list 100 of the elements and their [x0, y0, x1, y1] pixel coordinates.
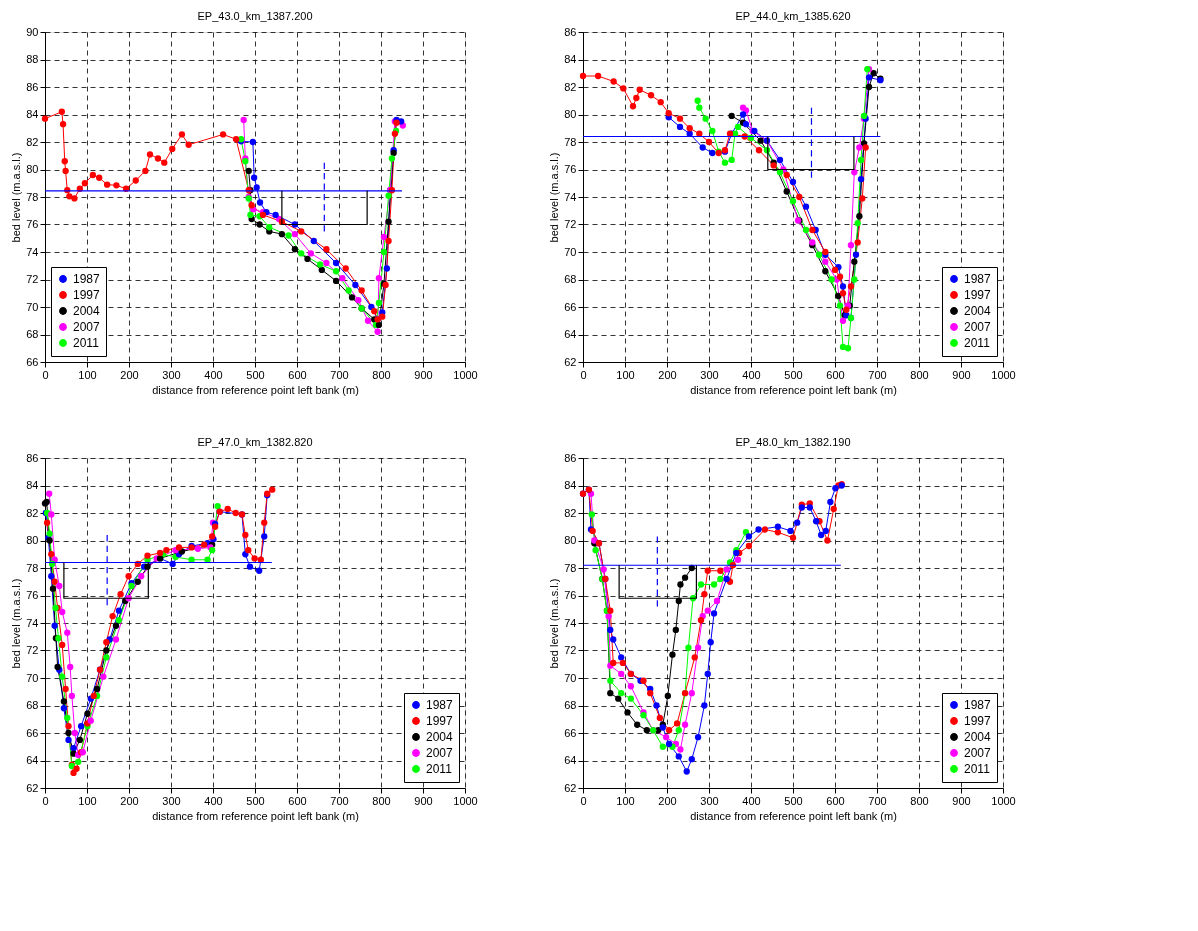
x-tick-label: 800 [910, 368, 929, 381]
x-tick-label: 700 [330, 794, 349, 807]
y-tick-label: 84 [564, 53, 577, 65]
chart-title: EP_48.0_km_1382.190 [735, 436, 851, 448]
legend-label: 2004 [964, 730, 992, 744]
x-tick-label: 200 [120, 794, 139, 807]
legend-label: 2011 [426, 762, 453, 776]
x-tick-label: 900 [952, 368, 971, 381]
y-tick-label: 84 [564, 479, 577, 491]
x-tick-label: 400 [742, 368, 761, 381]
x-axis-title: distance from reference point left bank (m) [152, 809, 359, 822]
x-tick-label: 0 [42, 794, 49, 807]
y-tick-label: 74 [26, 616, 39, 629]
x-tick-label: 200 [658, 794, 677, 807]
y-tick-label: 78 [564, 561, 577, 574]
x-tick-label: 200 [120, 368, 139, 381]
y-tick-label: 76 [26, 589, 39, 601]
y-tick-label: 80 [564, 108, 577, 120]
y-tick-label: 62 [564, 781, 577, 794]
x-tick-label: 200 [658, 368, 677, 381]
y-tick-label: 66 [26, 726, 39, 739]
x-tick-label: 700 [330, 368, 349, 381]
x-tick-label: 1000 [453, 368, 478, 381]
y-tick-label: 68 [564, 699, 577, 711]
y-tick-label: 74 [26, 245, 39, 258]
y-tick-label: 84 [26, 479, 39, 491]
y-axis-title: bed level (m.a.s.l.) [548, 152, 561, 243]
chart-title: EP_43.0_km_1387.200 [197, 10, 313, 22]
x-tick-label: 0 [580, 368, 587, 381]
y-tick-label: 80 [564, 534, 577, 546]
y-tick-label: 80 [26, 163, 39, 175]
x-tick-label: 500 [246, 794, 265, 807]
y-axis-title: bed level (m.a.s.l.) [548, 578, 561, 669]
x-tick-label: 100 [616, 368, 635, 381]
x-tick-label: 700 [868, 794, 887, 807]
y-tick-label: 78 [26, 561, 39, 574]
x-axis-title: distance from reference point left bank (m) [152, 383, 359, 396]
legend-label: 2007 [426, 746, 454, 760]
y-tick-label: 84 [26, 108, 39, 120]
y-axis-title: bed level (m.a.s.l.) [10, 578, 23, 669]
x-tick-label: 800 [372, 794, 391, 807]
legend-label: 1997 [426, 714, 454, 728]
y-tick-label: 82 [564, 506, 577, 519]
x-tick-label: 400 [742, 794, 761, 807]
legend-label: 2007 [73, 320, 101, 334]
x-tick-label: 900 [414, 794, 433, 807]
y-tick-label: 70 [564, 245, 577, 258]
x-tick-label: 1000 [453, 794, 478, 807]
x-tick-label: 500 [784, 794, 803, 807]
x-tick-label: 100 [78, 368, 97, 381]
y-tick-label: 68 [26, 328, 39, 340]
y-tick-label: 68 [564, 273, 577, 285]
y-tick-label: 70 [26, 300, 39, 313]
legend-label: 2004 [426, 730, 454, 744]
legend-label: 2004 [964, 304, 992, 318]
chart-title: EP_44.0_km_1385.620 [735, 10, 851, 22]
legend-label: 2004 [73, 304, 101, 318]
y-tick-label: 72 [564, 218, 577, 230]
y-tick-label: 76 [564, 589, 577, 601]
legend-label: 2011 [964, 762, 991, 776]
x-tick-label: 300 [162, 794, 181, 807]
x-axis-title: distance from reference point left bank (m) [690, 809, 897, 822]
y-tick-label: 78 [26, 190, 39, 203]
y-tick-label: 64 [564, 754, 577, 766]
y-tick-label: 86 [564, 451, 577, 464]
y-tick-label: 90 [26, 25, 39, 38]
x-tick-label: 100 [616, 794, 635, 807]
y-tick-label: 62 [26, 781, 39, 794]
y-tick-label: 82 [564, 80, 577, 93]
x-tick-label: 100 [78, 794, 97, 807]
y-tick-label: 70 [26, 671, 39, 684]
y-tick-label: 64 [26, 754, 39, 766]
y-tick-label: 66 [564, 300, 577, 313]
x-tick-label: 600 [288, 368, 307, 381]
y-tick-label: 72 [26, 273, 39, 285]
legend-label: 2011 [73, 336, 100, 350]
y-tick-label: 66 [26, 355, 39, 368]
x-tick-label: 1000 [991, 368, 1016, 381]
x-tick-label: 300 [700, 368, 719, 381]
y-tick-label: 70 [564, 671, 577, 684]
x-tick-label: 300 [162, 368, 181, 381]
y-tick-label: 68 [26, 699, 39, 711]
x-tick-label: 0 [580, 794, 587, 807]
x-tick-label: 800 [910, 794, 929, 807]
legend-label: 2011 [964, 336, 991, 350]
y-tick-label: 62 [564, 355, 577, 368]
x-tick-label: 600 [826, 794, 845, 807]
legend-label: 1987 [426, 698, 454, 712]
y-tick-label: 76 [564, 163, 577, 175]
x-axis-title: distance from reference point left bank (m) [690, 383, 897, 396]
y-axis-title: bed level (m.a.s.l.) [10, 152, 23, 243]
y-tick-label: 82 [26, 135, 39, 148]
y-tick-label: 80 [26, 534, 39, 546]
y-tick-label: 72 [26, 644, 39, 656]
x-tick-label: 600 [826, 368, 845, 381]
legend-label: 1987 [964, 272, 992, 286]
y-tick-label: 78 [564, 135, 577, 148]
x-tick-label: 800 [372, 368, 391, 381]
chart-title: EP_47.0_km_1382.820 [197, 436, 313, 448]
y-tick-label: 66 [564, 726, 577, 739]
